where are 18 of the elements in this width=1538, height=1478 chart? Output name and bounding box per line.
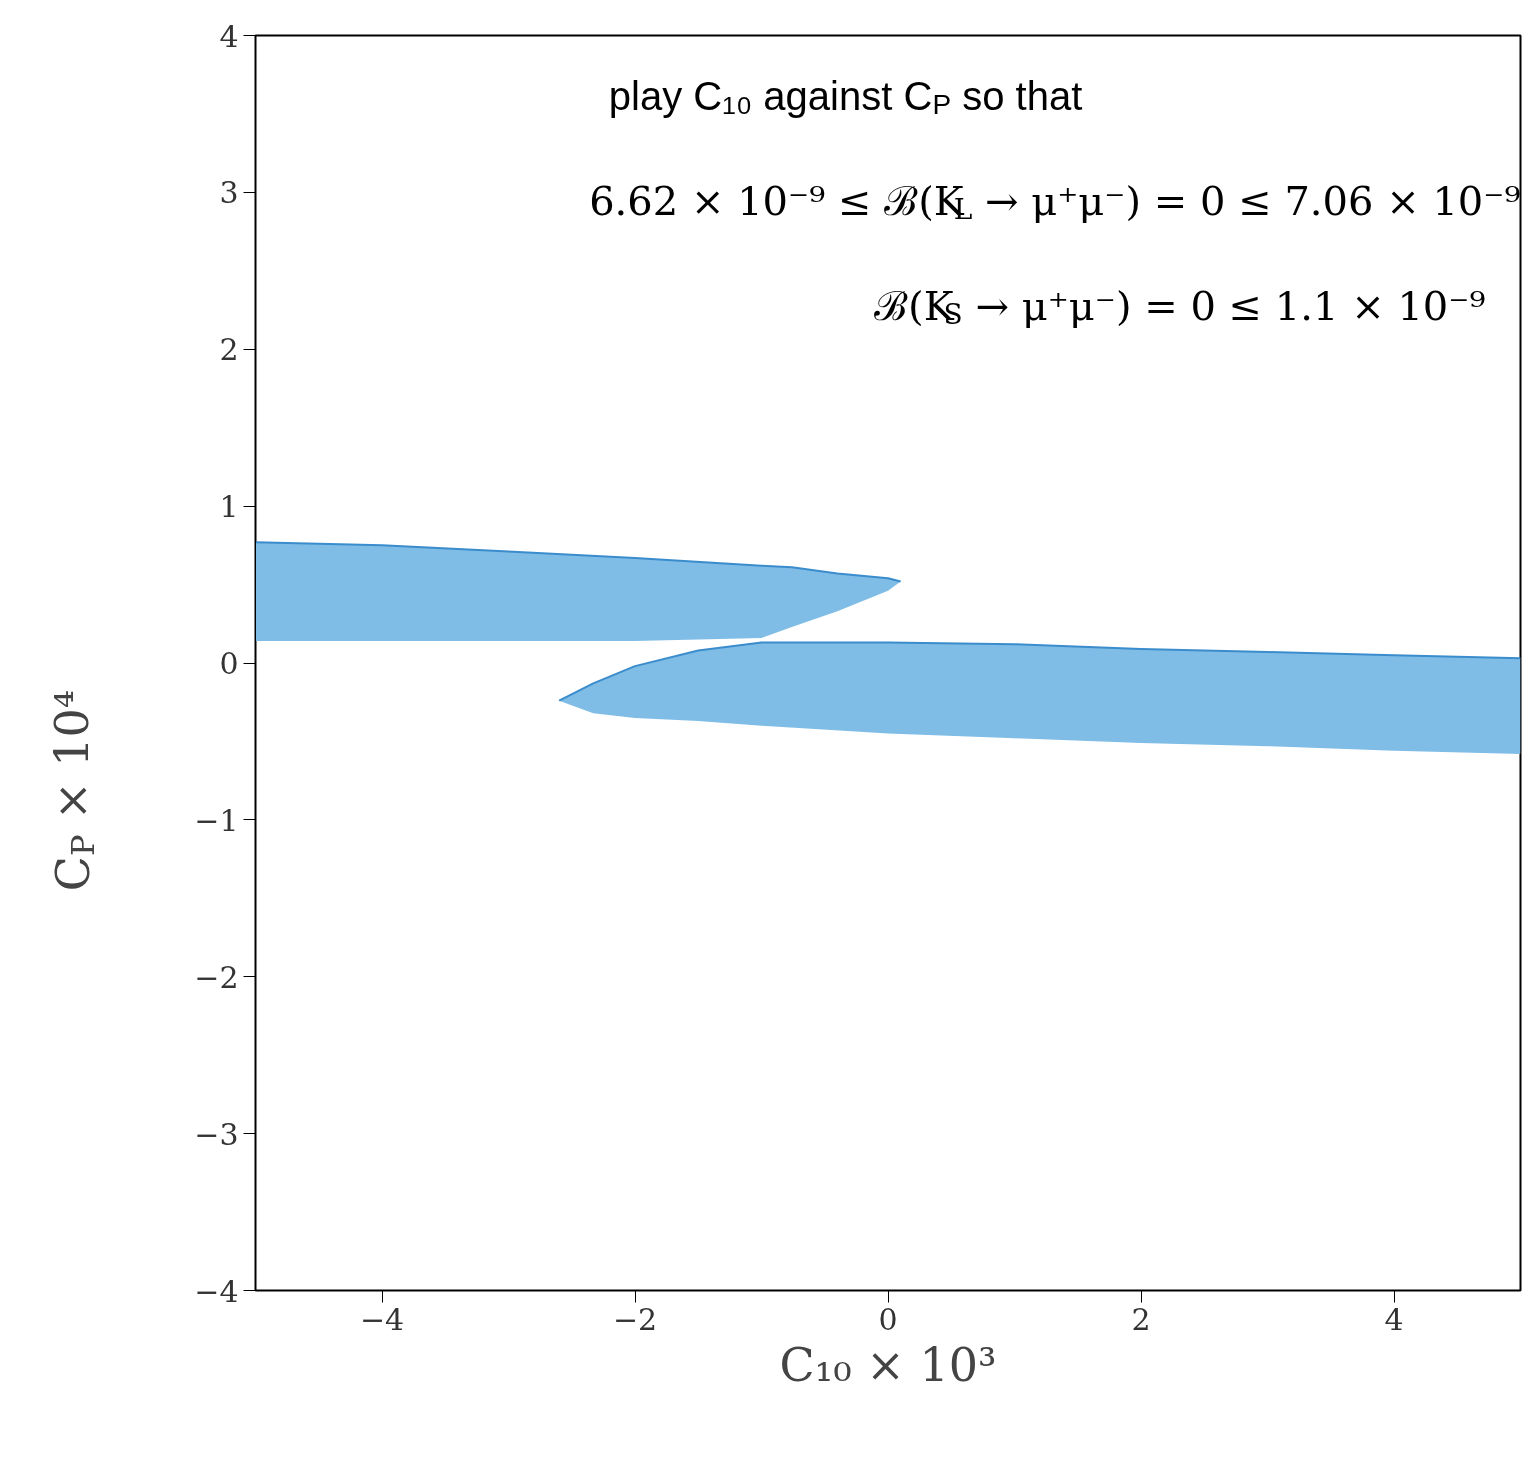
x-tick-label: 2 bbox=[1131, 1301, 1151, 1337]
x-tick-label: −2 bbox=[612, 1301, 658, 1337]
x-axis-title: C₁₀ × 10³ bbox=[779, 1337, 997, 1392]
y-tick-label: −2 bbox=[194, 959, 239, 995]
line-series bbox=[255, 541, 902, 583]
x-tick-label: −4 bbox=[359, 1301, 405, 1337]
y-tick-label: 0 bbox=[219, 646, 239, 681]
y-tick-label: 3 bbox=[219, 175, 239, 211]
x-tick-label: 4 bbox=[1384, 1301, 1404, 1337]
y-tick-label: −3 bbox=[194, 1116, 239, 1152]
y-tick-label: −4 bbox=[194, 1273, 239, 1309]
line-series bbox=[558, 641, 1521, 702]
y-tick-label: 2 bbox=[219, 332, 239, 368]
y-axis-title: CP × 10⁴ bbox=[45, 689, 102, 892]
x-tick-label: 0 bbox=[878, 1301, 898, 1337]
y-tick-label: −1 bbox=[194, 802, 239, 838]
y-tick-label: 1 bbox=[219, 489, 239, 525]
y-tick-label: 4 bbox=[219, 18, 239, 54]
